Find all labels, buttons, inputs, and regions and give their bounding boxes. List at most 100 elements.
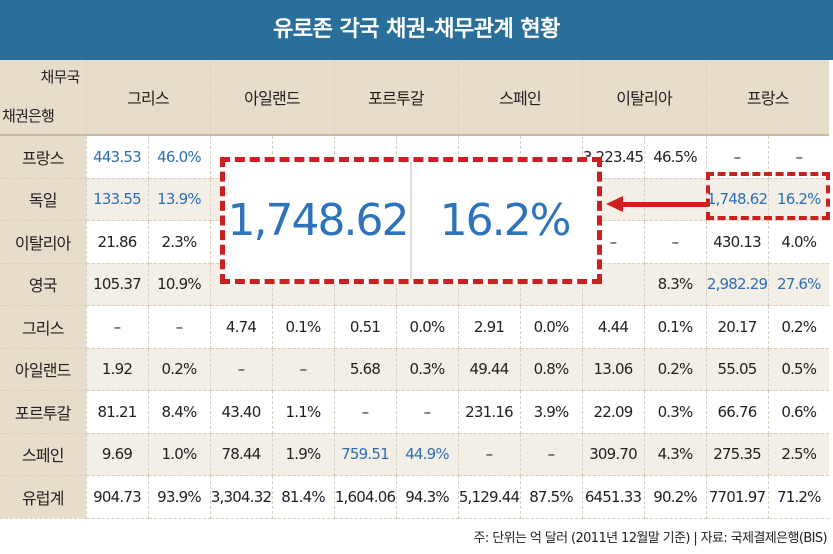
callout-arrow-line — [622, 202, 708, 207]
share-cell: 10.9% — [148, 263, 211, 306]
share-cell: 0.0% — [396, 305, 459, 349]
column-header: 아일랜드 — [210, 60, 335, 136]
amount-cell: 3,304.32 — [210, 475, 273, 519]
amount-cell: 759.51 — [334, 433, 397, 476]
share-cell: 87.5% — [520, 475, 583, 519]
share-cell: 0.5% — [768, 348, 830, 391]
row-header: 스페인 — [0, 433, 87, 476]
amount-cell: 81.21 — [86, 390, 149, 434]
amount-cell: 21.86 — [86, 220, 149, 264]
amount-cell: 3,223.45 — [582, 135, 645, 179]
share-cell: 0.6% — [768, 390, 830, 434]
amount-cell: 2.91 — [458, 305, 521, 349]
share-cell: 81.4% — [272, 475, 335, 519]
amount-cell: 6451.33 — [582, 475, 645, 519]
share-cell: 0.0% — [520, 305, 583, 349]
table-row: 그리스 – –4.74 0.1% 0.51 0.0% 2.91 0.0% 4.44 0.1% 20.… — [0, 305, 830, 349]
row-header: 이탈리아 — [0, 220, 87, 264]
amount-cell: 2,982.29 — [706, 263, 769, 306]
arrow-left-icon — [606, 196, 623, 212]
share-cell: 1.1% — [272, 390, 335, 434]
amount-cell: 4.44 — [582, 305, 645, 349]
amount-cell: – — [210, 348, 273, 391]
table-row: 아일랜드 1.92 0.2% – –5.68 0.3% 49.44 0.8% 13.06 0.2%… — [0, 348, 830, 391]
share-cell: 0.2% — [148, 348, 211, 391]
table-row: 스페인 9.69 1.0% 78.44 1.9% 759.51 44.9% – –309.70 4… — [0, 433, 830, 476]
share-cell: 0.2% — [768, 305, 830, 349]
row-header: 아일랜드 — [0, 348, 87, 391]
amount-cell: – — [458, 433, 521, 476]
column-header: 이탈리아 — [582, 60, 707, 136]
amount-cell: 904.73 — [86, 475, 149, 519]
share-cell: 90.2% — [644, 475, 707, 519]
share-cell: – — [148, 305, 211, 349]
amount-cell: 1,604.06 — [334, 475, 397, 519]
amount-cell: 1,748.62 — [706, 178, 769, 221]
zoom-value: 1,748.62 — [227, 195, 410, 246]
row-header: 유럽계 — [0, 475, 87, 519]
amount-cell: 66.76 — [706, 390, 769, 434]
highlight-box — [706, 172, 830, 220]
share-cell: 0.3% — [644, 390, 707, 434]
share-cell: 8.4% — [148, 390, 211, 434]
amount-cell: 430.13 — [706, 220, 769, 264]
header-row: 채무국 채권은행 그리스 아일랜드 포르투갈 스페인 이탈리아 프랑스 — [0, 60, 830, 136]
amount-cell: 7701.97 — [706, 475, 769, 519]
amount-cell: 22.09 — [582, 390, 645, 434]
share-cell: 0.8% — [520, 348, 583, 391]
creditor-axis-label: 채권은행 — [2, 107, 55, 125]
amount-cell: 4.74 — [210, 305, 273, 349]
row-header: 독일 — [0, 178, 87, 221]
amount-cell: 443.53 — [86, 135, 149, 179]
share-cell: 8.3% — [644, 263, 707, 306]
share-cell: 0.1% — [272, 305, 335, 349]
share-cell: – — [272, 348, 335, 391]
row-header: 영국 — [0, 263, 87, 306]
column-header: 프랑스 — [706, 60, 830, 136]
footnote: 주: 단위는 억 달러 (2011년 12월말 기준) | 자료: 국제결제은행… — [473, 531, 828, 546]
amount-cell: 275.35 — [706, 433, 769, 476]
amount-cell: 231.16 — [458, 390, 521, 434]
debt-table: 채무국 채권은행 그리스 아일랜드 포르투갈 스페인 이탈리아 프랑스 프랑스 4… — [0, 60, 830, 519]
amount-cell: 1.92 — [86, 348, 149, 391]
amount-cell: 5,129.44 — [458, 475, 521, 519]
share-cell: 2.5% — [768, 433, 830, 476]
share-cell: 46.0% — [148, 135, 211, 179]
amount-cell: 13.06 — [582, 348, 645, 391]
share-cell: 46.5% — [644, 135, 707, 179]
amount-cell: 43.40 — [210, 390, 273, 434]
share-cell: 4.0% — [768, 220, 830, 264]
amount-cell: 309.70 — [582, 433, 645, 476]
debtor-axis-label: 채무국 — [40, 68, 80, 86]
corner-cell: 채무국 채권은행 — [0, 60, 87, 136]
share-cell: 0.1% — [644, 305, 707, 349]
share-cell: 27.6% — [768, 263, 830, 306]
amount-cell: – — [86, 305, 149, 349]
amount-cell: 9.69 — [86, 433, 149, 476]
share-cell — [644, 178, 707, 221]
share-cell: 4.3% — [644, 433, 707, 476]
table-row: 포르투갈 81.21 8.4% 43.40 1.1% – –231.16 3.9% 22.09 0… — [0, 390, 830, 434]
share-cell: 1.9% — [272, 433, 335, 476]
table-row: 유럽계 904.73 93.9% 3,304.32 81.4% 1,604.06 94.3%… — [0, 475, 830, 519]
share-cell: – — [520, 433, 583, 476]
amount-cell: – — [334, 390, 397, 434]
share-cell: 13.9% — [148, 178, 211, 221]
share-cell: – — [396, 390, 459, 434]
amount-cell: 78.44 — [210, 433, 273, 476]
share-cell: 44.9% — [396, 433, 459, 476]
column-header: 스페인 — [458, 60, 583, 136]
share-cell: 0.3% — [396, 348, 459, 391]
amount-cell: 105.37 — [86, 263, 149, 306]
share-cell: 93.9% — [148, 475, 211, 519]
amount-cell: 0.51 — [334, 305, 397, 349]
share-cell: – — [644, 220, 707, 264]
table-title: 유로존 각국 채권-채무관계 현황 — [0, 0, 833, 60]
column-header: 그리스 — [86, 60, 211, 136]
column-header: 포르투갈 — [334, 60, 459, 136]
zoom-callout: 1,748.62 16.2% — [220, 157, 602, 284]
share-cell: 0.2% — [644, 348, 707, 391]
row-header: 그리스 — [0, 305, 87, 349]
amount-cell: 20.17 — [706, 305, 769, 349]
row-header: 프랑스 — [0, 135, 87, 179]
